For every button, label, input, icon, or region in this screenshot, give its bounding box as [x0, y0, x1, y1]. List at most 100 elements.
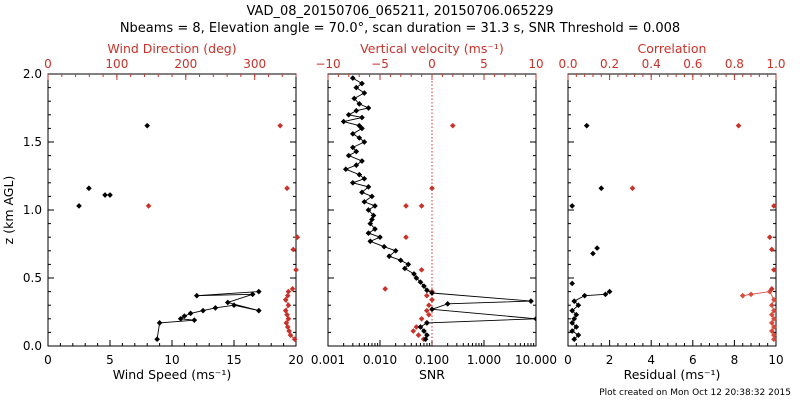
wind-speed-scatter-point	[144, 122, 151, 129]
snr-profile-point	[349, 75, 356, 81]
snr-panel-bottom-tick-label: 0.010	[363, 353, 397, 367]
wind-direction-profile-point	[285, 288, 292, 295]
vertical-velocity-series-point	[429, 185, 435, 192]
snr-profile-point	[397, 257, 404, 264]
snr-profile-point	[405, 261, 412, 268]
correlation-profile-point	[769, 328, 775, 334]
wind-panel-top-tick-label: 300	[243, 57, 266, 71]
residual-panel-bottom-tick-label: 6	[689, 353, 697, 367]
snr-profile-line	[343, 77, 536, 340]
wind-panel-bottom-tick-label: 5	[106, 353, 114, 367]
snr-profile-point	[377, 234, 383, 241]
plot-created-footer: Plot created on Mon Oct 12 20:38:32 2015	[599, 388, 791, 398]
snr-profile-point	[359, 189, 365, 196]
correlation-profile-point	[748, 291, 754, 298]
correlation-profile-point	[771, 307, 777, 314]
snr-profile-point	[392, 247, 399, 254]
vertical-velocity-series-point	[413, 324, 420, 330]
vertical-velocity-series-point	[429, 296, 435, 303]
vertical-velocity-series-point	[423, 292, 430, 299]
wind-panel-top-tick-label: 200	[174, 57, 197, 71]
wind-panel-frame	[47, 73, 297, 347]
residual-profile	[569, 288, 613, 343]
wind-speed-profile-point	[231, 302, 237, 309]
wind-speed-profile-point	[154, 336, 160, 343]
residual-profile-point	[573, 311, 580, 318]
vertical-velocity-series-point	[382, 286, 389, 292]
vertical-velocity-series-point	[418, 267, 425, 273]
snr-profile-point	[353, 84, 360, 91]
residual-profile-point	[575, 332, 582, 338]
snr-panel-bottom-axis-label: SNR	[419, 367, 445, 382]
correlation-scatter-point	[771, 267, 777, 273]
snr-profile-point	[528, 298, 534, 304]
wind-direction-profile-point	[284, 324, 291, 330]
snr-panel-y-axis	[328, 73, 536, 347]
wind-direction-profile-point	[282, 296, 289, 303]
wind-direction-profile-point	[291, 336, 298, 343]
snr-panel-top-tick-label: 10	[528, 57, 543, 71]
wind-direction-scatter-point	[277, 122, 283, 129]
correlation-scatter	[629, 122, 777, 292]
wind-speed-profile-point	[181, 313, 188, 319]
snr-profile-point	[422, 336, 429, 343]
wind-speed-scatter	[76, 122, 151, 209]
snr-profile-point	[349, 144, 356, 151]
snr-panel-top-tick-label: −10	[315, 57, 340, 71]
residual-panel-bottom-tick-label: 2	[606, 353, 614, 367]
snr-profile-point	[429, 290, 435, 296]
snr-profile-point	[533, 315, 536, 322]
vertical-velocity-series-point	[415, 332, 422, 338]
snr-profile-point	[353, 107, 360, 114]
snr-profile-point	[349, 179, 356, 186]
snr-profile-point	[356, 171, 363, 178]
correlation-scatter-point	[629, 185, 636, 192]
wind-panel-bottom-tick-label: 0	[44, 353, 52, 367]
snr-profile-point	[361, 175, 368, 182]
wind-panel-bottom-tick-label: 20	[288, 353, 303, 367]
snr-profile-point	[421, 283, 427, 289]
residual-scatter-point	[594, 245, 600, 251]
residual-panel-bottom-tick-label: 8	[731, 353, 739, 367]
residual-panel-top-axis-label: Correlation	[638, 41, 707, 56]
snr-profile-point	[421, 328, 427, 334]
snr-series-group	[340, 75, 536, 343]
snr-profile-point	[356, 135, 363, 141]
snr-profile-point	[424, 320, 430, 326]
wind-speed-profile-line	[156, 291, 259, 340]
snr-profile-point	[365, 105, 372, 111]
residual-profile-point	[581, 292, 588, 299]
wind-panel-top-axis: 0 100 200 300 Wind Direction (deg)	[44, 41, 297, 80]
wind-speed-profile-point	[156, 320, 163, 326]
residual-panel-top-tick-label: 0.6	[683, 57, 702, 71]
snr-profile-point	[413, 275, 420, 281]
wind-panel-top-tick-label: 0	[44, 57, 52, 71]
snr-profile-point	[345, 111, 352, 118]
wind-direction-profile-point	[283, 320, 290, 326]
residual-scatter-point	[569, 203, 575, 209]
y-tick-label: 2.0	[23, 67, 42, 81]
residual-profile-point	[569, 328, 575, 334]
snr-profile-point	[365, 184, 372, 190]
residual-profile-point	[573, 324, 580, 330]
snr-panel-top-tick-label: −5	[371, 57, 389, 71]
wind-speed-profile-point	[249, 291, 256, 298]
residual-scatter-point	[583, 122, 590, 129]
correlation-profile	[739, 288, 777, 343]
snr-panel-top-axis-label: Vertical velocity (ms⁻¹)	[360, 41, 504, 56]
snr-panel-bottom-tick-label: 10.000	[515, 353, 557, 367]
wind-direction-scatter	[145, 122, 301, 292]
snr-profile-point	[424, 287, 430, 294]
snr-profile-point	[359, 114, 365, 121]
wind-direction-profile	[282, 288, 298, 343]
snr-profile-point	[411, 271, 417, 277]
residual-panel-top-tick-label: 0.0	[558, 57, 577, 71]
snr-profile-point	[359, 125, 365, 132]
residual-panel-bottom-tick-label: 0	[564, 353, 572, 367]
snr-profile-point	[372, 226, 378, 232]
correlation-scatter-point	[769, 286, 775, 292]
wind-panel-bottom-axis: 0 5 10 15 20 Wind Speed (ms⁻¹)	[44, 340, 304, 382]
wind-speed-scatter-point	[107, 192, 113, 198]
residual-panel-top-tick-label: 0.2	[600, 57, 619, 71]
